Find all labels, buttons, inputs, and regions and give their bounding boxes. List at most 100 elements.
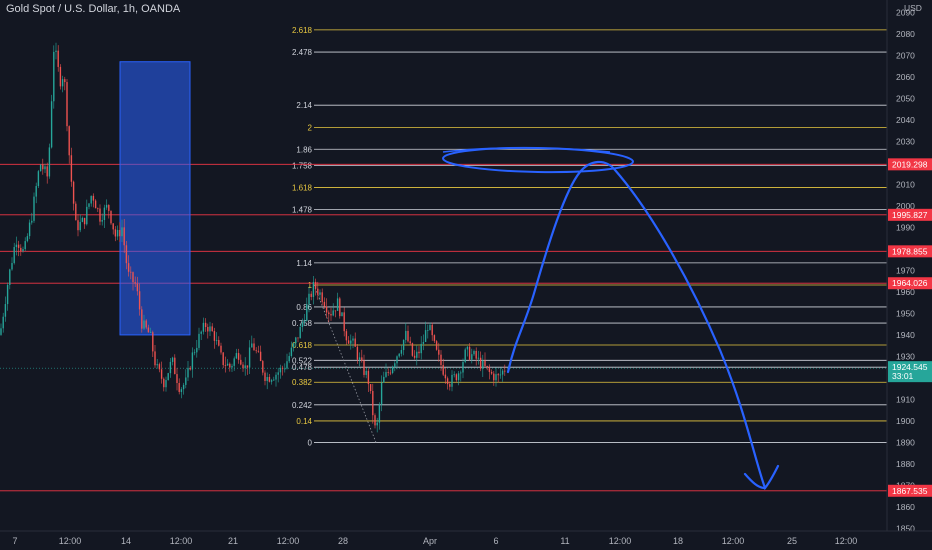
candle-body	[479, 357, 482, 369]
zone-rectangle[interactable]	[119, 61, 191, 336]
candle-body	[66, 82, 68, 127]
candle-body	[105, 204, 108, 208]
candle-body	[176, 374, 178, 384]
candle-body	[398, 353, 400, 357]
candle-body	[257, 350, 260, 352]
fib-level-label: 1.758	[292, 161, 313, 170]
candle-body	[213, 331, 216, 341]
candle-body	[158, 364, 161, 370]
currency-label: USD	[904, 3, 922, 13]
candle-body	[180, 389, 183, 392]
fib-level-label: 1	[308, 281, 313, 290]
candle-body	[134, 282, 136, 284]
candle-body	[112, 223, 114, 230]
hand-drawn-projection[interactable]	[442, 146, 780, 491]
candle-body	[312, 281, 315, 297]
candle-body	[9, 269, 11, 285]
candle-body	[174, 357, 176, 375]
candle-body	[2, 316, 4, 329]
candle-body	[138, 291, 141, 310]
price-tick: 1950	[896, 308, 915, 318]
candle-body	[132, 272, 134, 283]
candle-body	[88, 203, 90, 207]
candle-body	[330, 314, 332, 316]
candle-body	[119, 230, 121, 237]
candle-body	[504, 370, 506, 372]
candle-body	[64, 79, 66, 83]
candle-body	[378, 404, 381, 423]
candle-body	[237, 353, 240, 360]
candle-body	[420, 343, 422, 354]
price-axis-badges: 2019.298 1995.827 1978.855 1964.026 1867.535…	[888, 158, 932, 497]
price-tick: 2050	[896, 93, 915, 103]
candle-body	[262, 361, 264, 373]
candle-body	[363, 360, 365, 375]
candle-body	[438, 349, 440, 355]
candle-body	[94, 200, 97, 209]
time-tick: 21	[228, 536, 238, 546]
candle-body	[200, 331, 202, 334]
candle-body	[191, 352, 194, 370]
candle-body	[224, 364, 227, 366]
candle-body	[449, 384, 451, 387]
candle-body	[121, 227, 123, 237]
time-tick: 12:00	[722, 536, 745, 546]
price-badge-label: 1867.535	[892, 486, 928, 496]
candle-body	[468, 346, 471, 360]
candle-body	[198, 333, 200, 348]
symbol-title: Gold Spot / U.S. Dollar, 1h, OANDA	[6, 3, 181, 15]
time-tick: 11	[560, 536, 569, 546]
current-price-badge	[888, 361, 932, 383]
candle-body	[473, 350, 475, 355]
price-tick: 1940	[896, 330, 915, 340]
candle-body	[20, 247, 22, 252]
candle-body	[475, 350, 477, 359]
candle-body	[446, 378, 449, 385]
candle-body	[394, 363, 396, 368]
candle-body	[358, 357, 361, 360]
candle-body	[460, 372, 462, 374]
candle-body	[15, 244, 18, 248]
candle-body	[317, 288, 319, 295]
candle-body	[114, 229, 117, 237]
price-axis[interactable]	[887, 0, 932, 550]
candle-body	[125, 245, 128, 264]
fib-level-label: 2.478	[292, 48, 313, 57]
candle-body	[352, 338, 354, 341]
candle-body	[497, 374, 499, 376]
candle-body	[37, 171, 40, 187]
countdown-label: 33:01	[892, 371, 914, 381]
price-tick: 1900	[896, 416, 915, 426]
candle-body	[235, 353, 238, 359]
candle-body	[341, 312, 343, 317]
time-tick: 7	[12, 536, 17, 546]
price-badge-label: 1964.026	[892, 278, 928, 288]
candle-body	[220, 345, 222, 353]
candle-body	[328, 312, 330, 315]
candle-body	[376, 422, 378, 426]
candle-body	[482, 360, 484, 369]
candle-body	[288, 356, 290, 362]
price-tick: 2060	[896, 72, 915, 82]
zone-box	[119, 61, 191, 336]
fib-level-label: 0.522	[292, 356, 313, 365]
price-tick: 1880	[896, 459, 915, 469]
candle-body	[83, 217, 86, 225]
candle-body	[290, 347, 293, 357]
fib-level-label: 1.618	[292, 184, 313, 193]
candle-body	[486, 365, 488, 368]
candle-body	[405, 330, 407, 340]
candle-body	[50, 101, 53, 148]
candle-body	[169, 361, 172, 374]
price-tick: 1960	[896, 287, 915, 297]
price-tick: 1990	[896, 222, 915, 232]
candle-body	[218, 340, 220, 346]
price-badge	[888, 208, 932, 221]
candle-body	[240, 359, 242, 365]
candle-body	[46, 166, 48, 177]
candle-body	[127, 263, 130, 272]
candle-body	[86, 206, 88, 225]
candle-body	[334, 310, 337, 312]
fib-level-label: 1.86	[296, 145, 312, 154]
